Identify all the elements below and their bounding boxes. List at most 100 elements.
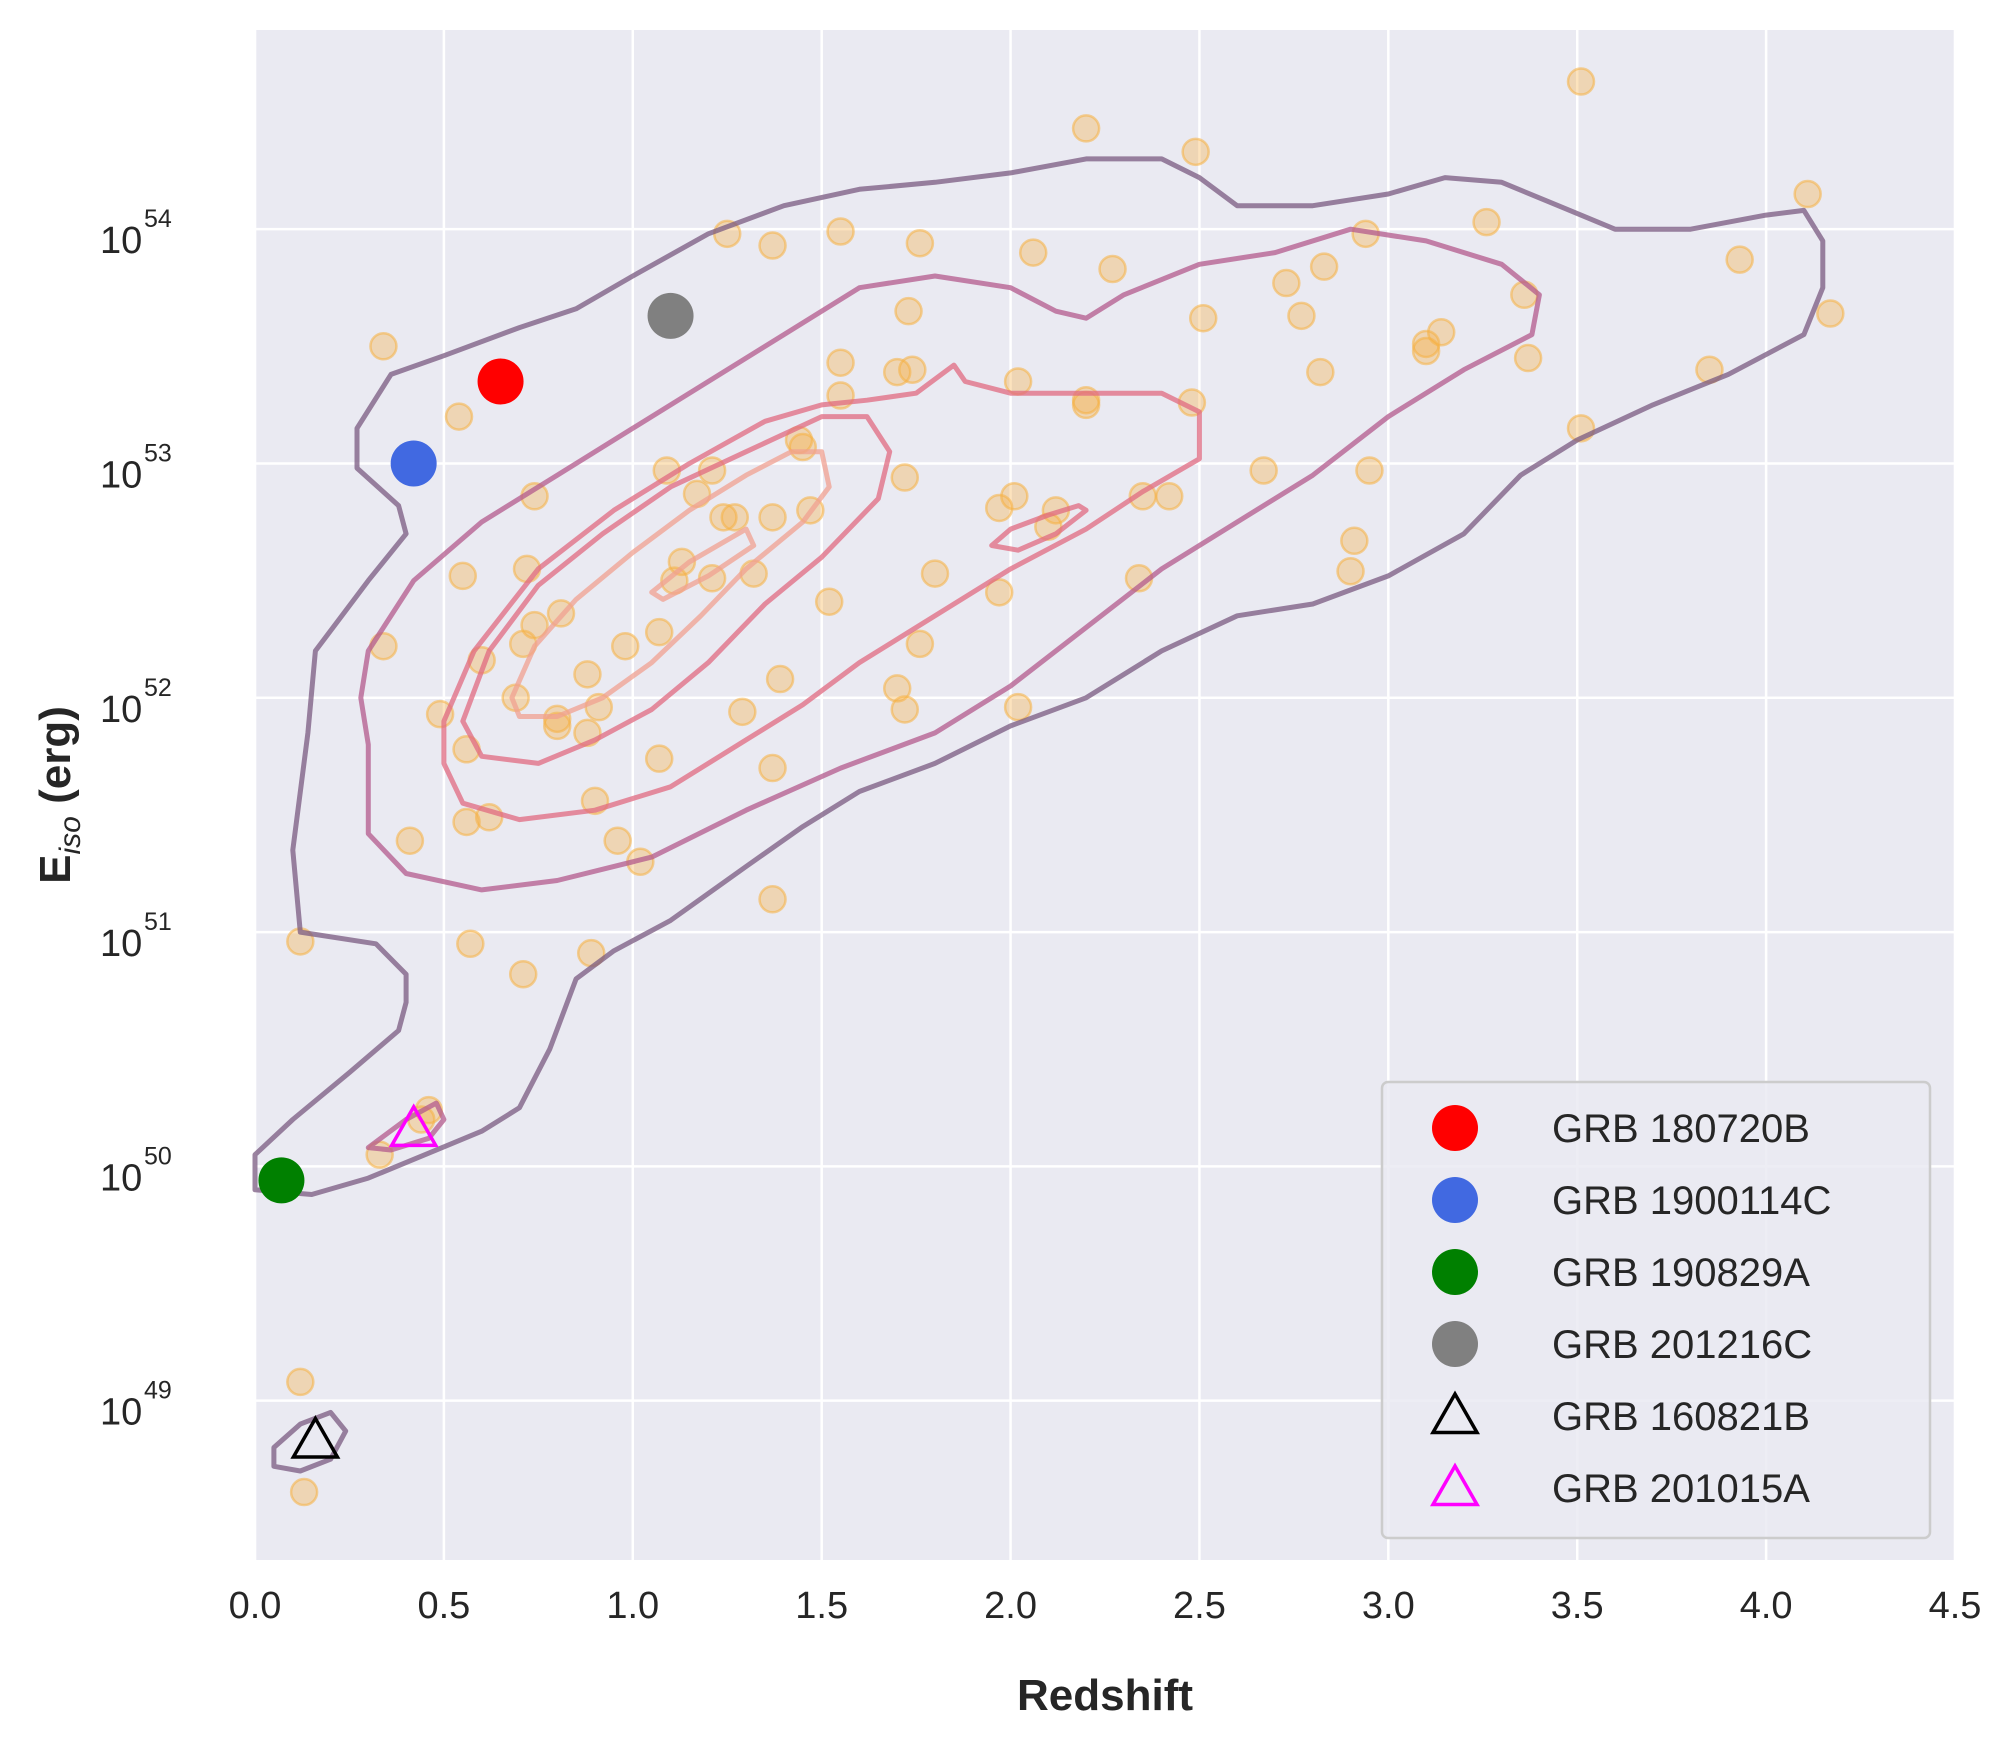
sample-point-72	[1071, 390, 1101, 420]
sample-point-1	[444, 402, 474, 431]
sample-point-52	[814, 587, 844, 616]
sample-point-93	[1472, 207, 1501, 237]
sample-point-81	[1249, 456, 1278, 485]
legend: GRB 180720B GRB 1900114C GRB 190829A GRB 20…	[1380, 1080, 1932, 1540]
legend-marker-2	[1432, 1249, 1478, 1295]
highlighted-grbs	[258, 292, 694, 1459]
legend-label-1: GRB 1900114C	[1552, 1179, 1831, 1223]
grb-marker-5	[388, 1103, 439, 1148]
contour-core-7	[509, 449, 832, 719]
sample-point-11	[456, 929, 485, 959]
y-tick-label-3: 10	[100, 689, 142, 731]
legend-label-3: GRB 201216C	[1552, 1323, 1812, 1367]
x-tick-label-3: 1.5	[795, 1585, 848, 1627]
sample-point-89	[1336, 556, 1365, 586]
sample-point-29	[644, 617, 674, 647]
y-axis-title-main: E	[31, 855, 80, 884]
sample-point-66	[1003, 692, 1033, 722]
sample-point-88	[1340, 526, 1369, 556]
sample-point-61	[890, 695, 920, 724]
sample-point-49	[826, 217, 855, 246]
y-tick-exponent-5: 54	[144, 205, 172, 233]
sample-point-28	[610, 631, 640, 661]
density-contours	[252, 156, 1826, 1474]
contour-inner-4	[441, 362, 1202, 823]
x-axis-title: Redshift	[1017, 1671, 1193, 1720]
y-tick-label-5: 10	[100, 220, 142, 262]
sample-point-83	[1287, 301, 1316, 331]
sample-point-8	[452, 807, 481, 837]
sample-point-41	[788, 432, 818, 462]
sample-point-80	[1188, 303, 1218, 333]
x-tick-label-5: 2.5	[1173, 1585, 1226, 1627]
sample-point-91	[1411, 336, 1441, 366]
contour-outer-1	[271, 1409, 349, 1474]
x-tick-label-8: 4.0	[1740, 1585, 1793, 1627]
y-tick-label-2: 10	[100, 923, 142, 965]
sample-point-92	[1426, 318, 1456, 347]
contour-inner-5	[989, 503, 1089, 553]
legend-box	[1380, 1080, 1932, 1540]
sample-point-55	[894, 296, 923, 326]
y-tick-exponent-2: 51	[144, 908, 172, 936]
sample-point-106	[289, 1477, 319, 1507]
sample-point-35	[709, 503, 738, 532]
sample-points	[286, 67, 1845, 1507]
sample-point-21	[573, 660, 602, 689]
legend-marker-0	[1432, 1105, 1478, 1151]
x-tick-label-2: 1.0	[606, 1585, 659, 1627]
sample-point-57	[905, 228, 935, 258]
sample-point-74	[1098, 254, 1127, 284]
sample-point-101	[1816, 299, 1845, 328]
sample-point-84	[1306, 357, 1335, 387]
contour-outer-0	[252, 156, 1826, 1197]
sample-point-76	[1154, 482, 1184, 511]
legend-marker-5	[1429, 1462, 1481, 1507]
y-tick-label-0: 10	[100, 1392, 142, 1434]
sample-point-58	[890, 463, 920, 492]
sample-point-43	[644, 744, 674, 773]
grb-marker-2	[258, 1157, 305, 1204]
x-tick-label-7: 3.5	[1551, 1585, 1604, 1627]
sample-point-87	[1355, 456, 1384, 485]
sample-point-56	[898, 355, 927, 384]
legend-marker-3	[1432, 1321, 1478, 1367]
x-tick-label-1: 0.5	[417, 1585, 470, 1627]
legend-marker-1	[1432, 1177, 1478, 1223]
y-tick-exponent-3: 52	[144, 674, 172, 702]
legend-marker-4	[1429, 1390, 1481, 1435]
x-tick-label-0: 0.0	[229, 1585, 282, 1627]
x-tick-label-4: 2.0	[984, 1585, 1037, 1627]
grb-marker-3	[647, 292, 694, 339]
legend-label-0: GRB 180720B	[1552, 1107, 1810, 1151]
y-axis-title-sub: iso	[54, 816, 87, 854]
contour-mid-3	[358, 226, 1542, 893]
sample-point-39	[758, 503, 787, 532]
sample-point-48	[758, 231, 787, 260]
sample-point-96	[1566, 67, 1596, 96]
sample-point-100	[1793, 179, 1822, 209]
grb-marker-0	[477, 358, 524, 405]
grb-marker-4	[290, 1414, 341, 1459]
x-tick-label-9: 4.5	[1929, 1585, 1982, 1627]
y-axis-title-unit: (erg)	[31, 706, 80, 816]
sample-point-60	[882, 674, 912, 703]
y-tick-label-4: 10	[100, 454, 142, 496]
sample-point-85	[1309, 252, 1339, 281]
legend-label-4: GRB 160821B	[1552, 1395, 1810, 1439]
sample-point-68	[1018, 238, 1048, 267]
y-axis-title: Eiso (erg)	[31, 706, 87, 884]
sample-point-36	[720, 503, 750, 532]
sample-point-12	[508, 959, 538, 989]
sample-point-44	[728, 697, 757, 727]
sample-point-65	[984, 578, 1014, 607]
sample-point-73	[1071, 114, 1101, 143]
sample-point-9	[395, 826, 425, 855]
sample-point-46	[758, 753, 787, 783]
x-tick-labels: 0.0 0.5 1.0 1.5 2.0 2.5 3.0 3.5 4.0 4.5	[229, 1585, 1982, 1627]
sample-point-25	[603, 826, 632, 855]
sample-point-105	[286, 1367, 315, 1397]
y-tick-label-1: 10	[100, 1157, 142, 1199]
